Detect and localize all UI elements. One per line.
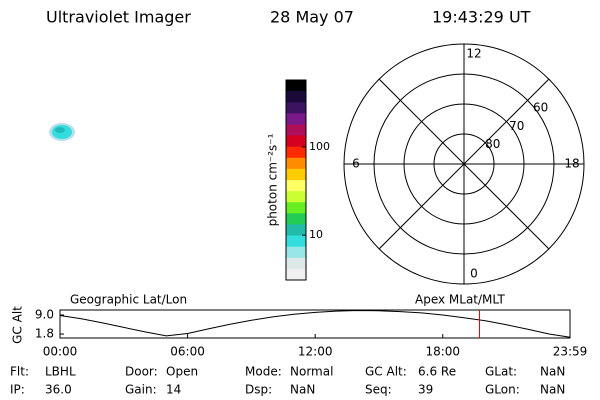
colorbar-band bbox=[286, 91, 306, 103]
lat-label: 60 bbox=[533, 101, 548, 115]
plot-title: Geographic Lat/Lon bbox=[70, 293, 187, 307]
colorbar-band bbox=[286, 202, 306, 214]
field-value: NaN bbox=[540, 383, 565, 397]
y-tick-label: 9.0 bbox=[35, 308, 54, 322]
spot-center bbox=[55, 127, 65, 133]
colorbar-band bbox=[286, 146, 306, 159]
colorbar-band bbox=[286, 157, 306, 170]
mlt-label: 6 bbox=[352, 157, 360, 171]
field-label: IP: bbox=[10, 383, 25, 397]
field-label: Dsp: bbox=[245, 383, 272, 397]
field-label: GC Alt: bbox=[365, 365, 407, 379]
instrument: Ultraviolet Imager bbox=[46, 8, 191, 27]
plot-frame bbox=[59, 309, 571, 339]
field-value: NaN bbox=[540, 365, 565, 379]
y-tick-label: 1.8 bbox=[35, 327, 54, 341]
colorbar-band bbox=[286, 124, 306, 137]
colorbar-band bbox=[286, 80, 306, 92]
x-tick-label: 00:00 bbox=[43, 345, 78, 359]
field-value: 14 bbox=[166, 383, 181, 397]
colorbar-band bbox=[286, 135, 306, 148]
field-value: LBHL bbox=[45, 365, 76, 379]
colorbar-tick-label: 100 bbox=[309, 140, 330, 153]
mlt-label: 12 bbox=[466, 47, 481, 61]
field-value: Open bbox=[166, 365, 198, 379]
mlt-label: 0 bbox=[470, 267, 478, 281]
colorbar-band bbox=[286, 102, 306, 114]
x-tick-label: 06:00 bbox=[170, 345, 205, 359]
colorbar-band bbox=[286, 180, 306, 192]
field-label: Door: bbox=[125, 365, 158, 379]
field-label: Gain: bbox=[125, 383, 157, 397]
x-tick-label: 18:00 bbox=[425, 345, 460, 359]
x-tick-label: 12:00 bbox=[298, 345, 333, 359]
colorbar-band bbox=[286, 113, 306, 125]
field-value: NaN bbox=[290, 383, 315, 397]
colorbar-band bbox=[286, 235, 306, 248]
y-axis-label: GC Alt bbox=[11, 306, 25, 344]
field-value: 36.0 bbox=[45, 383, 72, 397]
colorbar-label: photon cm⁻²s⁻¹ bbox=[266, 133, 280, 226]
colorbar-band bbox=[286, 224, 306, 237]
field-label: Flt: bbox=[10, 365, 29, 379]
mlt-label: 18 bbox=[564, 157, 579, 171]
annotation: Apex MLat/MLT bbox=[415, 293, 505, 307]
colorbar-tick-label: 10 bbox=[309, 228, 323, 241]
mlt-spoke bbox=[378, 78, 550, 250]
field-value: Normal bbox=[290, 365, 333, 379]
field-value: 6.6 Re bbox=[418, 365, 456, 379]
date: 28 May 07 bbox=[270, 8, 354, 27]
field-label: GLon: bbox=[485, 383, 520, 397]
field-label: Mode: bbox=[245, 365, 282, 379]
lat-label: 70 bbox=[509, 119, 524, 133]
colorbar-band bbox=[286, 168, 306, 181]
lat-label: 80 bbox=[485, 137, 500, 151]
colorbar-band bbox=[286, 191, 306, 203]
field-value: 39 bbox=[418, 383, 433, 397]
colorbar-band bbox=[286, 246, 306, 259]
altitude-line bbox=[59, 309, 571, 338]
colorbar-band bbox=[286, 257, 306, 270]
time: 19:43:29 UT bbox=[432, 8, 531, 27]
field-label: GLat: bbox=[485, 365, 517, 379]
colorbar-band bbox=[286, 268, 306, 281]
colorbar-band bbox=[286, 213, 306, 225]
x-tick-label: 23:59 bbox=[553, 345, 588, 359]
colorbar-frame bbox=[285, 79, 307, 281]
aurora-spot bbox=[49, 123, 75, 141]
field-label: Seq: bbox=[365, 383, 392, 397]
